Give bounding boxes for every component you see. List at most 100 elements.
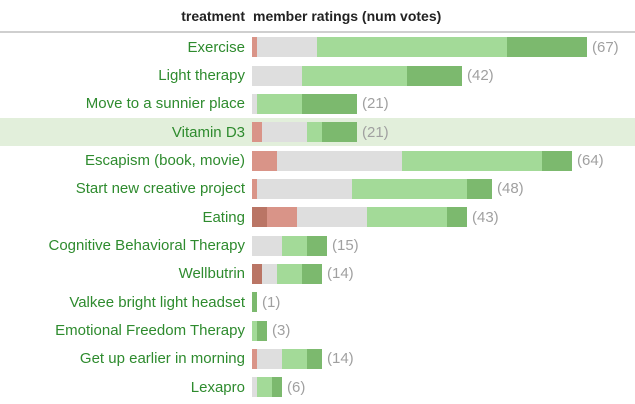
bar-segment-neutral (257, 37, 317, 58)
bar-segment-neutral (262, 122, 307, 143)
bar-segment-positive-strong (507, 37, 587, 58)
treatment-label[interactable]: Valkee bright light headset (69, 293, 245, 311)
vote-count: (1) (262, 293, 281, 311)
bar-segment-positive (282, 348, 307, 369)
rating-bar (252, 263, 322, 284)
bar-segment-negative (252, 122, 262, 143)
bar-segment-negative (267, 207, 297, 228)
vote-count: (21) (362, 95, 389, 113)
table-header: treatment member ratings (num votes) (0, 0, 635, 33)
bar-segment-positive (277, 263, 302, 284)
bar-segment-neutral (262, 263, 277, 284)
rating-bar (252, 320, 267, 341)
rating-bar-wrap: (1) (252, 292, 281, 313)
bar-segment-positive (252, 320, 257, 341)
vote-count: (64) (577, 152, 604, 170)
rating-bar (252, 65, 462, 86)
bar-segment-positive-strong (447, 207, 467, 228)
table-row[interactable]: Vitamin D3 (21) (0, 118, 635, 147)
bar-segment-positive-strong (407, 65, 462, 86)
bar-segment-neutral (252, 93, 257, 114)
table-row[interactable]: Move to a sunnier place (21) (0, 90, 635, 118)
treatment-label[interactable]: Lexapro (190, 378, 245, 396)
bar-segment-positive-strong (302, 93, 357, 114)
rating-bar-wrap: (21) (252, 93, 389, 114)
bar-segment-positive (352, 178, 467, 199)
bar-segment-positive (317, 37, 507, 58)
table-row[interactable]: Eating (43) (0, 203, 635, 231)
bar-segment-positive-strong (307, 348, 322, 369)
treatment-label[interactable]: Emotional Freedom Therapy (55, 322, 245, 340)
table-row[interactable]: Exercise (67) (0, 33, 635, 61)
vote-count: (3) (272, 322, 291, 340)
table-row[interactable]: Light therapy (42) (0, 61, 635, 89)
rating-bar-wrap: (43) (252, 207, 499, 228)
vote-count: (14) (327, 350, 354, 368)
rating-bar-wrap: (64) (252, 150, 604, 171)
rating-bar-wrap: (21) (252, 122, 389, 143)
rating-bar (252, 150, 572, 171)
bar-segment-neutral (252, 65, 302, 86)
vote-count: (15) (332, 237, 359, 255)
bar-segment-positive (257, 377, 272, 398)
bar-segment-negative (252, 150, 277, 171)
rating-bar-wrap: (15) (252, 235, 359, 256)
rating-bar (252, 292, 257, 313)
bar-segment-negative-strong (252, 263, 262, 284)
treatment-label[interactable]: Wellbutrin (178, 265, 245, 283)
column-header-treatment: treatment (181, 8, 245, 24)
treatment-label[interactable]: Cognitive Behavioral Therapy (48, 237, 245, 255)
treatment-label[interactable]: Escapism (book, movie) (84, 152, 245, 170)
bar-segment-positive (257, 93, 302, 114)
bar-segment-neutral (252, 235, 282, 256)
table-row[interactable]: Escapism (book, movie) (64) (0, 146, 635, 174)
table-row[interactable]: Lexapro (6) (0, 373, 635, 401)
table-body: Exercise (67) Light therapy (42) Move to a s… (0, 33, 635, 401)
rating-bar-wrap: (67) (252, 37, 619, 58)
treatment-label[interactable]: Move to a sunnier place (85, 95, 245, 113)
vote-count: (14) (327, 265, 354, 283)
rating-bar (252, 348, 322, 369)
rating-bar-wrap: (14) (252, 263, 354, 284)
rating-bar (252, 377, 282, 398)
rating-bar (252, 93, 357, 114)
bar-segment-positive-strong (272, 377, 282, 398)
table-row[interactable]: Cognitive Behavioral Therapy (15) (0, 231, 635, 259)
treatment-label[interactable]: Get up earlier in morning (79, 350, 245, 368)
bar-segment-negative (252, 37, 257, 58)
rating-bar-wrap: (48) (252, 178, 524, 199)
treatment-label[interactable]: Start new creative project (75, 180, 245, 198)
rating-bar-wrap: (42) (252, 65, 494, 86)
bar-segment-positive (302, 65, 407, 86)
bar-segment-positive-strong (467, 178, 492, 199)
treatment-label[interactable]: Exercise (187, 38, 245, 56)
bar-segment-positive (402, 150, 542, 171)
bar-segment-positive-strong (257, 320, 267, 341)
table-row[interactable]: Emotional Freedom Therapy (3) (0, 316, 635, 344)
bar-segment-negative-strong (252, 207, 267, 228)
rating-bar (252, 178, 492, 199)
treatment-label[interactable]: Vitamin D3 (171, 123, 245, 141)
table-row[interactable]: Valkee bright light headset (1) (0, 288, 635, 316)
vote-count: (21) (362, 123, 389, 141)
bar-segment-neutral (257, 178, 352, 199)
rating-bar (252, 37, 587, 58)
bar-segment-neutral (277, 150, 402, 171)
rating-bar (252, 122, 357, 143)
bar-segment-positive (367, 207, 447, 228)
treatment-label[interactable]: Eating (202, 208, 245, 226)
bar-segment-positive-strong (252, 292, 257, 313)
rating-bar (252, 207, 467, 228)
bar-segment-negative (252, 178, 257, 199)
table-row[interactable]: Start new creative project (48) (0, 175, 635, 203)
bar-segment-positive-strong (302, 263, 322, 284)
table-row[interactable]: Wellbutrin (14) (0, 260, 635, 288)
vote-count: (48) (497, 180, 524, 198)
table-row[interactable]: Get up earlier in morning (14) (0, 345, 635, 373)
treatment-label[interactable]: Light therapy (158, 67, 245, 85)
vote-count: (43) (472, 208, 499, 226)
bar-segment-neutral (297, 207, 367, 228)
vote-count: (6) (287, 378, 306, 396)
vote-count: (67) (592, 38, 619, 56)
